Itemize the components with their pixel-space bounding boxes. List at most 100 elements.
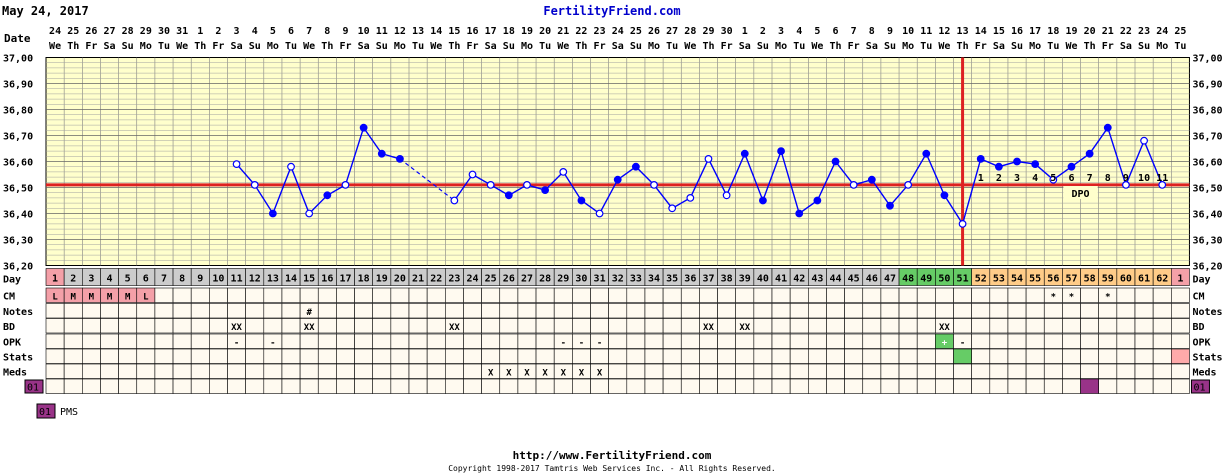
day-value: 47 <box>884 274 896 285</box>
bd-cell <box>1062 318 1081 334</box>
cm-cell <box>1171 287 1190 303</box>
meds-cell <box>63 363 83 379</box>
notes-cell <box>1098 303 1118 319</box>
cm-value: * <box>1105 293 1110 303</box>
opk-cell <box>354 333 373 349</box>
notes-cell <box>45 303 65 319</box>
day-value: 54 <box>1011 274 1023 285</box>
weekday-label: Sa <box>485 41 497 52</box>
date-label: 27 <box>104 26 116 37</box>
weekday-label: Sa <box>104 41 116 52</box>
date-label: 1 <box>197 26 203 37</box>
bd-cell <box>880 318 900 334</box>
cm-cell <box>717 287 736 303</box>
stats-cell <box>789 348 809 364</box>
weekday-label: Mo <box>140 41 152 52</box>
cm-row-label-left: CM <box>3 292 15 303</box>
weekday-label: Th <box>448 41 460 52</box>
opk-cell <box>408 333 428 349</box>
day-value: 58 <box>1084 274 1096 285</box>
weekday-label: Fr <box>339 41 351 52</box>
stats-cell <box>916 348 936 364</box>
notes-cell <box>735 303 755 319</box>
stats-cell <box>172 348 192 364</box>
meds-cell <box>844 363 864 379</box>
opk-cell <box>662 333 682 349</box>
cm-cell <box>227 287 246 303</box>
notes-cell <box>608 303 628 319</box>
notes-cell <box>935 303 954 319</box>
bd-cell <box>317 318 337 334</box>
day-value: 17 <box>339 274 351 285</box>
stats-cell <box>953 348 972 364</box>
bd-cell <box>662 318 682 334</box>
day-value: 62 <box>1156 274 1168 285</box>
bd-cell <box>989 318 1009 334</box>
weekday-label: Su <box>503 41 515 52</box>
bd-cell <box>154 318 174 334</box>
opk-cell <box>100 333 119 349</box>
custom-cell <box>608 378 628 394</box>
meds-cell <box>263 363 283 379</box>
opk-cell <box>1098 333 1118 349</box>
footer-url[interactable]: http://www.FertilityFriend.com <box>513 449 712 462</box>
day-value: 26 <box>503 274 515 285</box>
day-value: 24 <box>467 274 479 285</box>
cm-cell <box>753 287 773 303</box>
cm-value: L <box>52 293 58 303</box>
meds-cell <box>1007 363 1027 379</box>
y-tick-label-right: 36,30 <box>1192 236 1222 247</box>
date-label: 11 <box>376 26 388 37</box>
weekday-label: Mo <box>648 41 660 52</box>
temperature-point <box>359 123 368 132</box>
notes-cell <box>572 303 591 319</box>
meds-cell <box>426 363 446 379</box>
bd-value: XX <box>739 323 750 333</box>
custom-cell <box>626 378 646 394</box>
weekday-label: Su <box>757 41 769 52</box>
opk-cell <box>680 333 700 349</box>
temperature-point <box>795 209 804 218</box>
opk-cell <box>299 333 319 349</box>
footer-copyright: Copyright 1998-2017 Tamtris Web Services… <box>448 464 776 473</box>
stats-cell <box>989 348 1009 364</box>
notes-cell <box>281 303 301 319</box>
y-tick-label-left: 36,80 <box>3 106 33 117</box>
custom-cell <box>408 378 428 394</box>
weekday-label: Th <box>194 41 206 52</box>
temperature-point <box>1013 157 1021 166</box>
day-value: 8 <box>179 274 185 285</box>
temperature-point-open <box>559 167 568 176</box>
date-label: 4 <box>796 26 802 37</box>
meds-row-label-right: Meds <box>1192 368 1216 379</box>
day-value: 29 <box>557 274 569 285</box>
opk-cell <box>608 333 628 349</box>
bd-cell <box>1080 318 1100 334</box>
custom-cell <box>680 378 700 394</box>
notes-cell <box>63 303 83 319</box>
stats-cell <box>771 348 791 364</box>
date-label: 31 <box>176 26 188 37</box>
site-link[interactable]: FertilityFriend.com <box>543 4 680 18</box>
custom-cell <box>753 378 773 394</box>
temperature-point-open <box>1158 180 1167 189</box>
opk-row-label-right: OPK <box>1192 338 1210 349</box>
weekday-label: Tu <box>920 41 932 52</box>
weekday-label: We <box>557 41 569 52</box>
opk-cell <box>880 333 900 349</box>
opk-cell <box>916 333 936 349</box>
day-value: 20 <box>394 274 406 285</box>
temperature-point-open <box>668 204 677 213</box>
date-label: 10 <box>902 26 914 37</box>
bd-cell <box>1116 318 1136 334</box>
bd-cell <box>136 318 156 334</box>
date-label: 19 <box>521 26 533 37</box>
opk-cell <box>1025 333 1045 349</box>
opk-cell <box>463 333 482 349</box>
day-value: 11 <box>231 274 243 285</box>
weekday-label: We <box>1065 41 1077 52</box>
notes-cell <box>263 303 283 319</box>
opk-cell <box>1152 333 1172 349</box>
custom-cell <box>789 378 809 394</box>
meds-cell <box>336 363 355 379</box>
